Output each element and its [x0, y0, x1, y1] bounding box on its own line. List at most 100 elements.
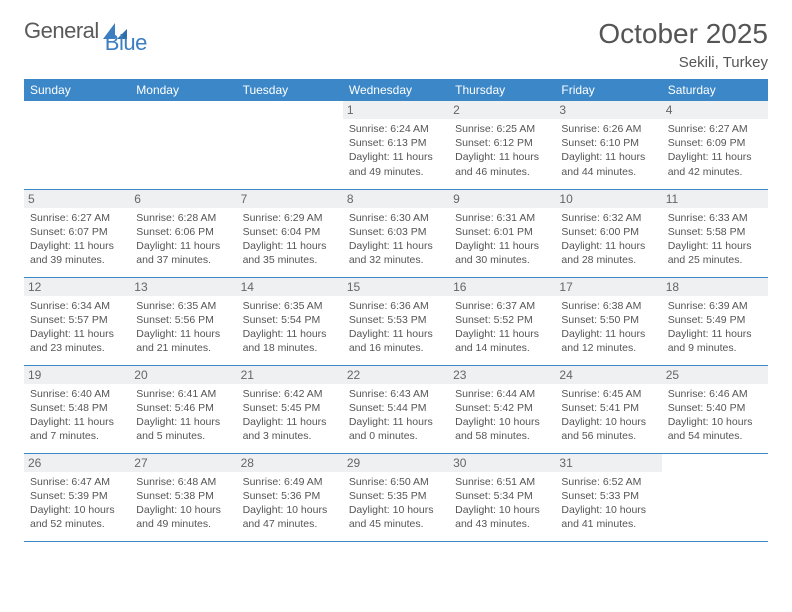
calendar-day-cell: 22Sunrise: 6:43 AMSunset: 5:44 PMDayligh…: [343, 365, 449, 453]
weekday-header: Monday: [130, 79, 236, 101]
day-info: Sunrise: 6:26 AMSunset: 6:10 PMDaylight:…: [561, 122, 655, 179]
calendar-day-cell: 10 Sunrise: 6:32 AMSunset: 6:00 PMDayligh…: [555, 189, 661, 277]
calendar-day-cell: 14Sunrise: 6:35 AMSunset: 5:54 PMDayligh…: [237, 277, 343, 365]
page-title: October 2025: [598, 18, 768, 50]
weekday-header-row: SundayMondayTuesdayWednesdayThursdayFrid…: [24, 79, 768, 101]
day-info: Sunrise: 6:49 AMSunset: 5:36 PMDaylight:…: [243, 475, 337, 532]
calendar-day-cell: [662, 453, 768, 541]
day-number: 20: [130, 366, 236, 384]
calendar-week-row: 19 Sunrise: 6:40 AMSunset: 5:48 PMDayligh…: [24, 365, 768, 453]
day-info: Sunrise: 6:39 AMSunset: 5:49 PMDaylight:…: [668, 299, 762, 356]
brand-logo: General Blue: [24, 18, 171, 44]
calendar-day-cell: 16 Sunrise: 6:37 AMSunset: 5:52 PMDayligh…: [449, 277, 555, 365]
day-number: 26: [24, 454, 130, 472]
day-info: Sunrise: 6:36 AMSunset: 5:53 PMDaylight:…: [349, 299, 443, 356]
day-info: Sunrise: 6:50 AMSunset: 5:35 PMDaylight:…: [349, 475, 443, 532]
day-number: 24: [555, 366, 661, 384]
brand-part1: General: [24, 18, 99, 44]
day-number: 21: [237, 366, 343, 384]
day-info: Sunrise: 6:46 AMSunset: 5:40 PMDaylight:…: [668, 387, 762, 444]
day-number: 13: [130, 278, 236, 296]
calendar-day-cell: 30 Sunrise: 6:51 AMSunset: 5:34 PMDayligh…: [449, 453, 555, 541]
weekday-header: Tuesday: [237, 79, 343, 101]
day-info: Sunrise: 6:25 AMSunset: 6:12 PMDaylight:…: [455, 122, 549, 179]
day-info: Sunrise: 6:41 AMSunset: 5:46 PMDaylight:…: [136, 387, 230, 444]
day-number: 30: [449, 454, 555, 472]
day-info: Sunrise: 6:51 AMSunset: 5:34 PMDaylight:…: [455, 475, 549, 532]
calendar-day-cell: 2 Sunrise: 6:25 AMSunset: 6:12 PMDaylight…: [449, 101, 555, 189]
calendar-day-cell: 7Sunrise: 6:29 AMSunset: 6:04 PMDaylight…: [237, 189, 343, 277]
calendar-week-row: 1 Sunrise: 6:24 AMSunset: 6:13 PMDaylight…: [24, 101, 768, 189]
calendar-day-cell: 15 Sunrise: 6:36 AMSunset: 5:53 PMDayligh…: [343, 277, 449, 365]
day-number: 23: [449, 366, 555, 384]
calendar-day-cell: [24, 101, 130, 189]
day-info: Sunrise: 6:35 AMSunset: 5:56 PMDaylight:…: [136, 299, 230, 356]
day-number: 2: [449, 101, 555, 119]
weekday-header: Friday: [555, 79, 661, 101]
calendar-day-cell: 21Sunrise: 6:42 AMSunset: 5:45 PMDayligh…: [237, 365, 343, 453]
calendar-table: SundayMondayTuesdayWednesdayThursdayFrid…: [24, 79, 768, 542]
day-info: Sunrise: 6:31 AMSunset: 6:01 PMDaylight:…: [455, 211, 549, 268]
calendar-day-cell: 6 Sunrise: 6:28 AMSunset: 6:06 PMDaylight…: [130, 189, 236, 277]
day-number: 19: [24, 366, 130, 384]
weekday-header: Wednesday: [343, 79, 449, 101]
calendar-day-cell: 11 Sunrise: 6:33 AMSunset: 5:58 PMDayligh…: [662, 189, 768, 277]
calendar-day-cell: 26 Sunrise: 6:47 AMSunset: 5:39 PMDayligh…: [24, 453, 130, 541]
day-info: Sunrise: 6:37 AMSunset: 5:52 PMDaylight:…: [455, 299, 549, 356]
day-info: Sunrise: 6:35 AMSunset: 5:54 PMDaylight:…: [243, 299, 337, 356]
calendar-day-cell: 31Sunrise: 6:52 AMSunset: 5:33 PMDayligh…: [555, 453, 661, 541]
location-label: Sekili, Turkey: [598, 54, 768, 71]
weekday-header: Sunday: [24, 79, 130, 101]
day-info: Sunrise: 6:44 AMSunset: 5:42 PMDaylight:…: [455, 387, 549, 444]
calendar-day-cell: 23 Sunrise: 6:44 AMSunset: 5:42 PMDayligh…: [449, 365, 555, 453]
calendar-day-cell: 4Sunrise: 6:27 AMSunset: 6:09 PMDaylight…: [662, 101, 768, 189]
day-number: 28: [237, 454, 343, 472]
day-number: 16: [449, 278, 555, 296]
calendar-day-cell: 1 Sunrise: 6:24 AMSunset: 6:13 PMDaylight…: [343, 101, 449, 189]
day-number: 11: [662, 190, 768, 208]
calendar-day-cell: 29 Sunrise: 6:50 AMSunset: 5:35 PMDayligh…: [343, 453, 449, 541]
calendar-day-cell: 28 Sunrise: 6:49 AMSunset: 5:36 PMDayligh…: [237, 453, 343, 541]
day-number: 9: [449, 190, 555, 208]
day-info: Sunrise: 6:48 AMSunset: 5:38 PMDaylight:…: [136, 475, 230, 532]
calendar-day-cell: 20 Sunrise: 6:41 AMSunset: 5:46 PMDayligh…: [130, 365, 236, 453]
day-info: Sunrise: 6:27 AMSunset: 6:07 PMDaylight:…: [30, 211, 124, 268]
day-info: Sunrise: 6:33 AMSunset: 5:58 PMDaylight:…: [668, 211, 762, 268]
calendar-week-row: 5 Sunrise: 6:27 AMSunset: 6:07 PMDaylight…: [24, 189, 768, 277]
calendar-day-cell: 24 Sunrise: 6:45 AMSunset: 5:41 PMDayligh…: [555, 365, 661, 453]
day-info: Sunrise: 6:24 AMSunset: 6:13 PMDaylight:…: [349, 122, 443, 179]
calendar-week-row: 12Sunrise: 6:34 AMSunset: 5:57 PMDayligh…: [24, 277, 768, 365]
calendar-day-cell: 25Sunrise: 6:46 AMSunset: 5:40 PMDayligh…: [662, 365, 768, 453]
calendar-day-cell: [130, 101, 236, 189]
calendar-week-row: 26 Sunrise: 6:47 AMSunset: 5:39 PMDayligh…: [24, 453, 768, 541]
day-number: 6: [130, 190, 236, 208]
day-info: Sunrise: 6:40 AMSunset: 5:48 PMDaylight:…: [30, 387, 124, 444]
calendar-day-cell: 8 Sunrise: 6:30 AMSunset: 6:03 PMDaylight…: [343, 189, 449, 277]
calendar-day-cell: 5 Sunrise: 6:27 AMSunset: 6:07 PMDaylight…: [24, 189, 130, 277]
day-info: Sunrise: 6:43 AMSunset: 5:44 PMDaylight:…: [349, 387, 443, 444]
day-number: 10: [555, 190, 661, 208]
day-number: 8: [343, 190, 449, 208]
calendar-day-cell: 18Sunrise: 6:39 AMSunset: 5:49 PMDayligh…: [662, 277, 768, 365]
calendar-day-cell: 17Sunrise: 6:38 AMSunset: 5:50 PMDayligh…: [555, 277, 661, 365]
day-info: Sunrise: 6:45 AMSunset: 5:41 PMDaylight:…: [561, 387, 655, 444]
day-info: Sunrise: 6:47 AMSunset: 5:39 PMDaylight:…: [30, 475, 124, 532]
day-info: Sunrise: 6:30 AMSunset: 6:03 PMDaylight:…: [349, 211, 443, 268]
day-info: Sunrise: 6:38 AMSunset: 5:50 PMDaylight:…: [561, 299, 655, 356]
calendar-day-cell: 19 Sunrise: 6:40 AMSunset: 5:48 PMDayligh…: [24, 365, 130, 453]
brand-part2: Blue: [105, 30, 147, 56]
day-info: Sunrise: 6:32 AMSunset: 6:00 PMDaylight:…: [561, 211, 655, 268]
calendar-day-cell: 9 Sunrise: 6:31 AMSunset: 6:01 PMDaylight…: [449, 189, 555, 277]
day-number: 29: [343, 454, 449, 472]
day-number: 3: [555, 101, 661, 119]
day-number: 31: [555, 454, 661, 472]
day-number: 5: [24, 190, 130, 208]
day-number: 15: [343, 278, 449, 296]
weekday-header: Saturday: [662, 79, 768, 101]
calendar-day-cell: 27Sunrise: 6:48 AMSunset: 5:38 PMDayligh…: [130, 453, 236, 541]
day-info: Sunrise: 6:27 AMSunset: 6:09 PMDaylight:…: [668, 122, 762, 179]
day-info: Sunrise: 6:28 AMSunset: 6:06 PMDaylight:…: [136, 211, 230, 268]
day-info: Sunrise: 6:34 AMSunset: 5:57 PMDaylight:…: [30, 299, 124, 356]
calendar-day-cell: 13 Sunrise: 6:35 AMSunset: 5:56 PMDayligh…: [130, 277, 236, 365]
day-number: 1: [343, 101, 449, 119]
